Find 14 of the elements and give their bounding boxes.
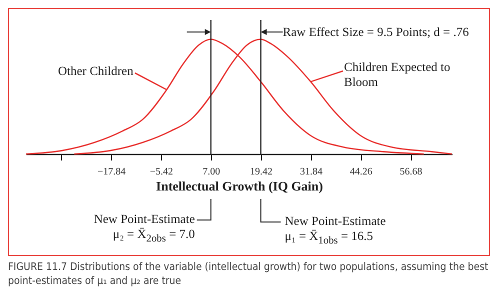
x-tick-label: 56.68 [400,166,422,178]
x-tick-label: −5.42 [150,166,174,178]
text: New Point-Estimate μ₁ = X̄$_{1obs}$ = 16.5 [284,214,386,248]
legend-label: Children Expected to Bloom [344,60,452,90]
x-tick-label: 19.42 [250,166,273,178]
x-tick-label: −17.84 [97,166,126,178]
text: New Point-Estimate μ₂ = X̄$_{2obs}$ = 7.0 [94,212,195,246]
caption: FIGURE 11.7 Distributions of the variable (intellectual growth) for two populations, assuming the best point-estimates of μ₁ and μ₂ are true [8,260,490,288]
x-tick-label: 44.26 [350,166,372,178]
x-axis-title: Intellectual Growth (IQ Gain) [156,178,323,194]
x-tick-label: 31.84 [300,166,322,178]
x-tick-label: 7.00 [202,166,220,178]
text: Raw Effect Size = 9.5 Points; d = .76 [282,25,469,40]
text: Other Children [58,64,134,79]
